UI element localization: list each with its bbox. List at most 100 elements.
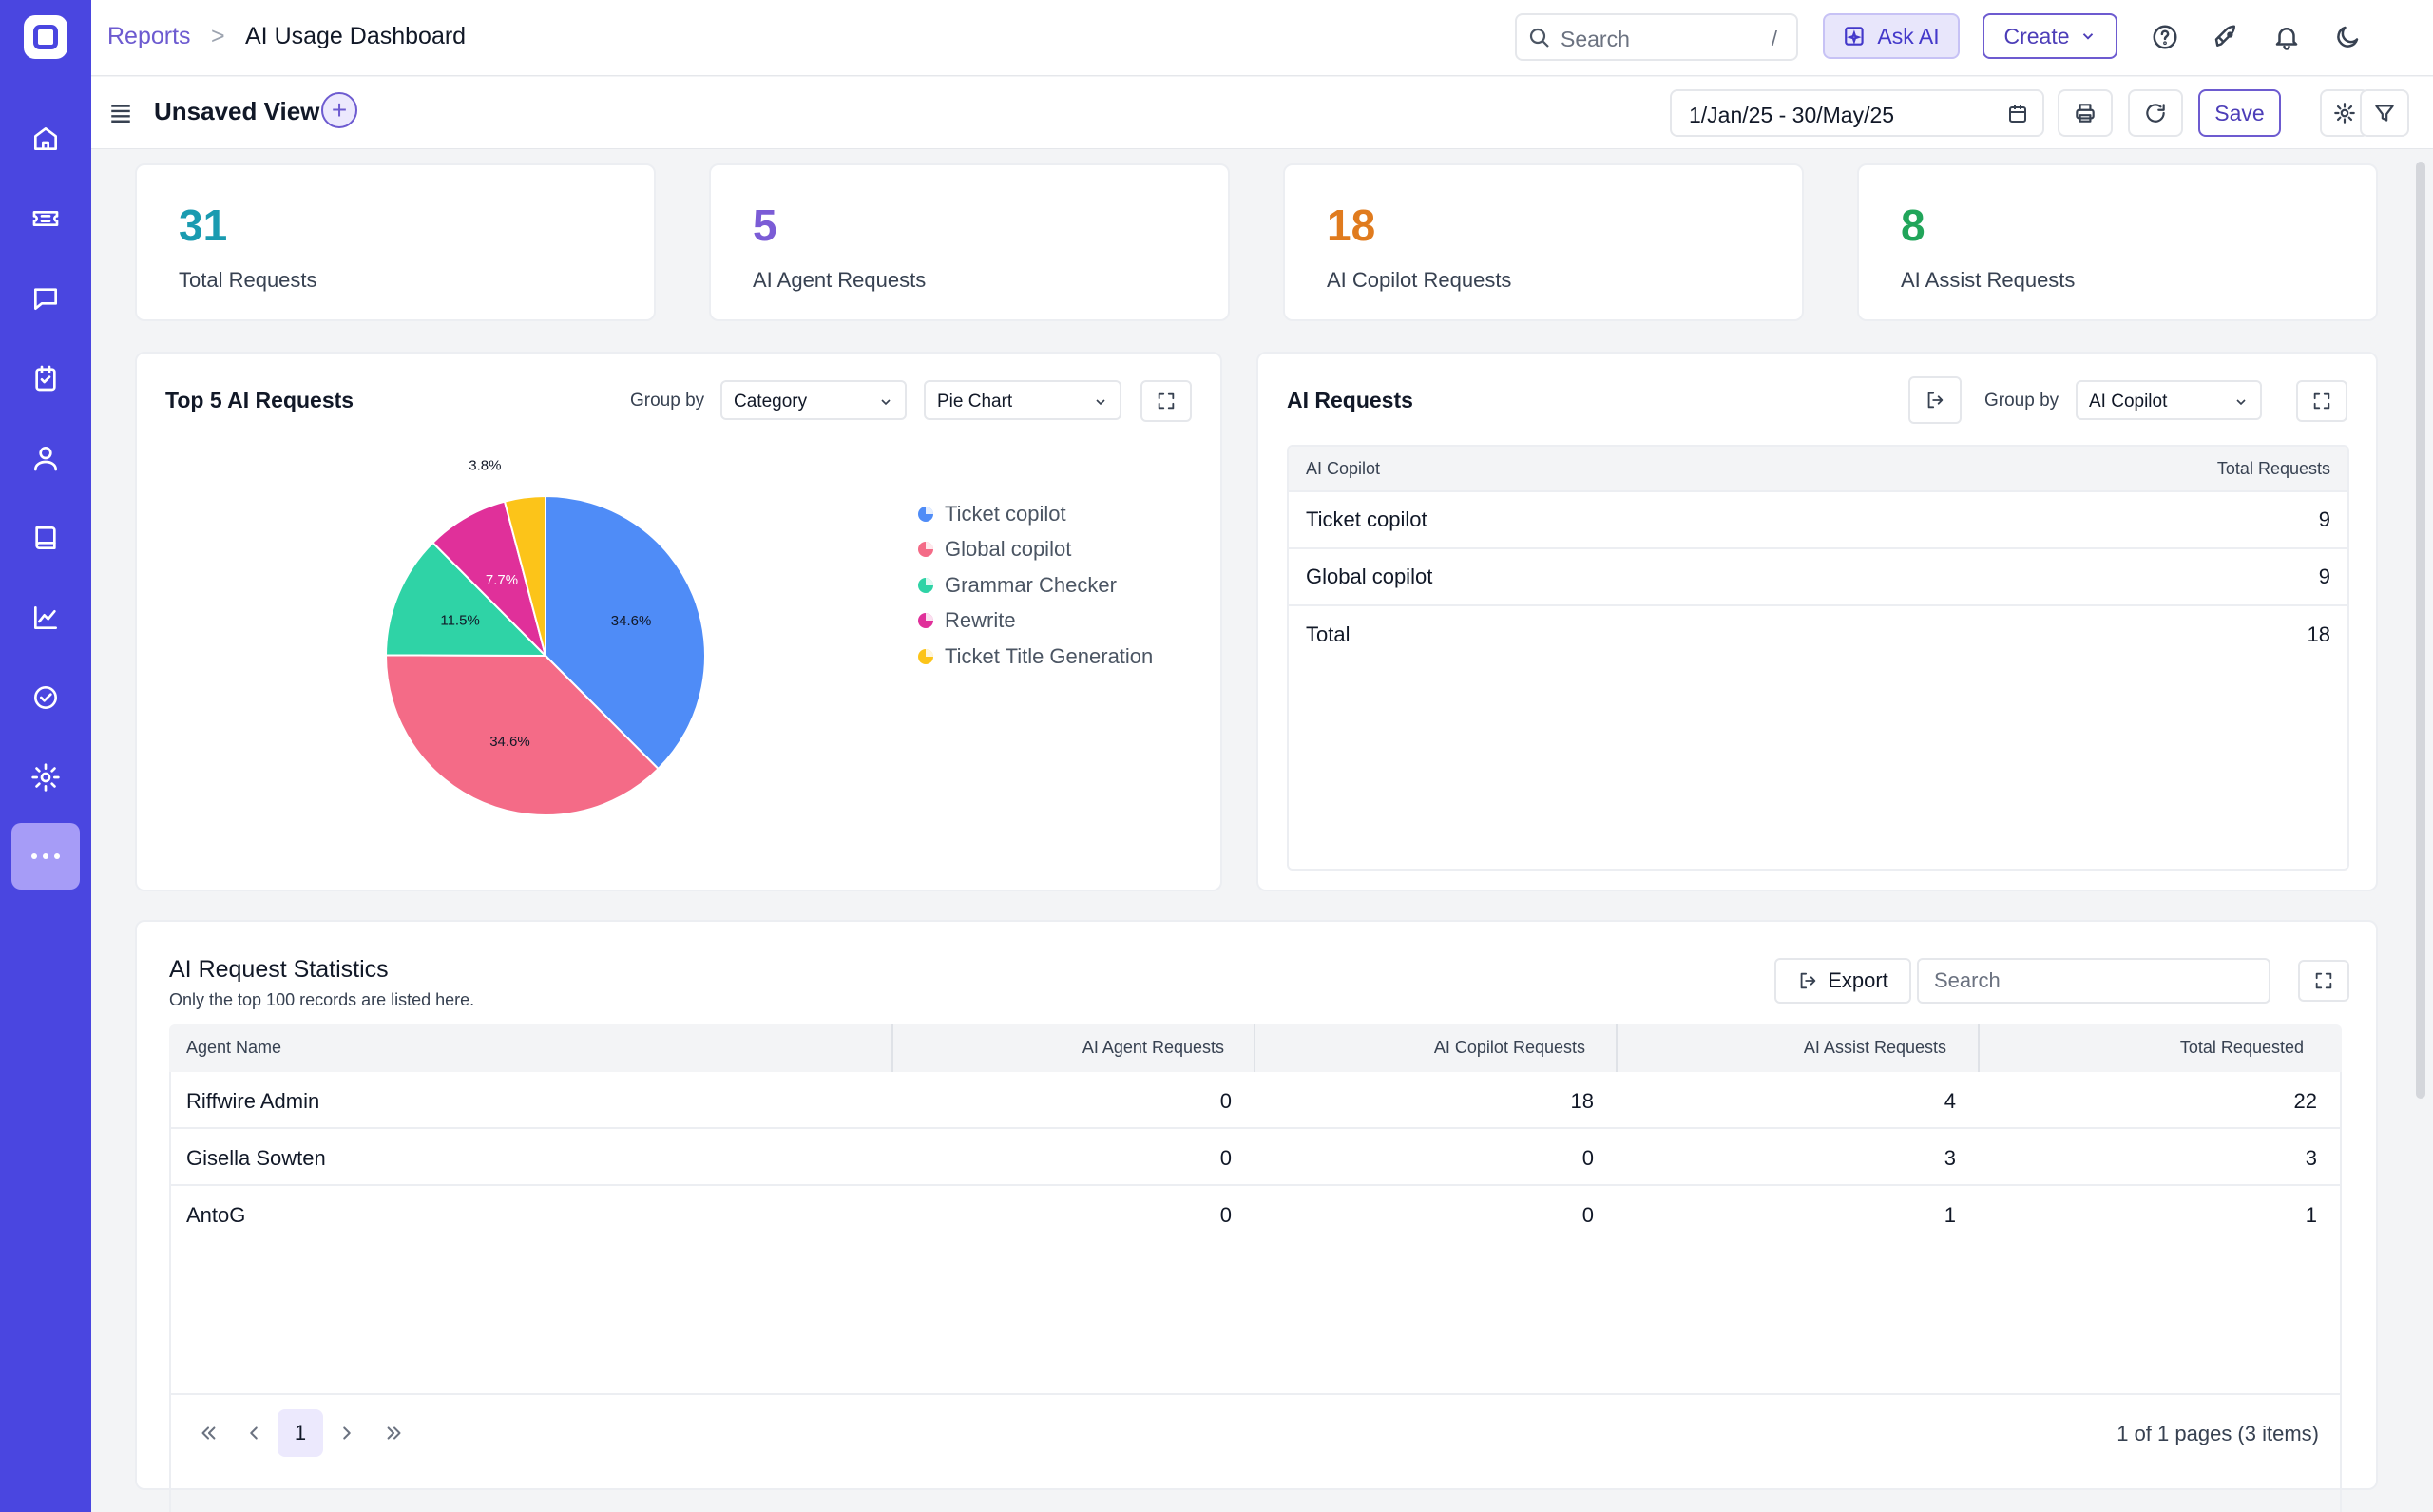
- printer-icon: [2076, 104, 2095, 123]
- ai-requests-table: AI Copilot Total Requests Ticket copilot…: [1287, 445, 2349, 871]
- more-menu-button[interactable]: [11, 823, 80, 890]
- global-search-input[interactable]: Search /: [1515, 13, 1798, 61]
- expand-statistics-button[interactable]: [2298, 960, 2349, 1002]
- legend-swatch-icon: [918, 506, 933, 522]
- kpi-value: 5: [753, 201, 777, 250]
- pie-slice-rewrite[interactable]: [431, 500, 547, 660]
- print-button[interactable]: [2058, 89, 2113, 137]
- kpi-value: 8: [1901, 201, 1925, 250]
- create-button[interactable]: Create: [1983, 13, 2117, 59]
- breadcrumb-separator: >: [211, 23, 225, 49]
- page-scrollbar[interactable]: [2416, 162, 2425, 1099]
- user-icon[interactable]: [23, 435, 68, 481]
- cell-ai-agent-requests: 0: [1219, 1089, 1232, 1113]
- previous-page-button[interactable]: [232, 1411, 276, 1455]
- help-icon[interactable]: [2147, 19, 2183, 55]
- export-ai-requests-button[interactable]: [1908, 376, 1962, 424]
- date-range-picker[interactable]: 1/Jan/25 - 30/May/25: [1670, 89, 2044, 137]
- ask-ai-button[interactable]: Ask AI: [1823, 13, 1960, 59]
- page-info: 1 of 1 pages (3 items): [2117, 1422, 2319, 1445]
- chart-type-value: Pie Chart: [937, 392, 1013, 411]
- check-circle-icon[interactable]: [23, 675, 68, 720]
- group-by-select[interactable]: Category: [720, 380, 907, 420]
- app-logo[interactable]: [24, 15, 67, 59]
- legend-item[interactable]: Global copilot: [918, 532, 1153, 568]
- hamburger-menu-icon[interactable]: [108, 100, 133, 124]
- breadcrumb-reports-link[interactable]: Reports: [107, 23, 191, 49]
- dark-mode-moon-icon[interactable]: [2329, 19, 2366, 55]
- legend-label: Grammar Checker: [945, 572, 1117, 597]
- ai-sparkle-icon: [1845, 27, 1865, 46]
- book-icon[interactable]: [23, 515, 68, 561]
- task-icon[interactable]: [23, 355, 68, 401]
- pie-slice-ticket-copilot[interactable]: [545, 494, 706, 771]
- column-header-ai-assist-requests[interactable]: AI Assist Requests: [1803, 1038, 1946, 1057]
- view-title: Unsaved View: [154, 97, 320, 125]
- column-header-ai-copilot-requests[interactable]: AI Copilot Requests: [1433, 1038, 1585, 1057]
- column-header-ai-agent-requests[interactable]: AI Agent Requests: [1082, 1038, 1224, 1057]
- group-by-label: Group by: [630, 391, 705, 411]
- expand-icon: [2315, 972, 2332, 989]
- group-by-value: AI Copilot: [2089, 392, 2168, 411]
- chart-legend: Ticket copilot Global copilot Grammar Chec…: [918, 496, 1153, 675]
- settings-icon[interactable]: [23, 755, 68, 800]
- filter-icon: [2375, 105, 2394, 122]
- cell-total-requested: 22: [2293, 1089, 2317, 1113]
- expand-chart-button[interactable]: [1140, 380, 1192, 422]
- first-page-button[interactable]: [186, 1411, 230, 1455]
- statistics-table-header: Agent Name AI Agent Requests AI Copilot …: [169, 1024, 2342, 1072]
- last-page-button[interactable]: [373, 1411, 416, 1455]
- pie-slice-grammar-checker[interactable]: [384, 541, 548, 658]
- panel-title: Top 5 AI Requests: [165, 388, 354, 412]
- double-chevron-right-icon: [387, 1426, 401, 1440]
- expand-table-button[interactable]: [2296, 380, 2347, 422]
- legend-item[interactable]: Rewrite: [918, 603, 1153, 640]
- chat-icon[interactable]: [23, 276, 68, 321]
- cell-ai-copilot-requests: 18: [1570, 1089, 1594, 1113]
- table-search-input[interactable]: [1917, 958, 2270, 1004]
- double-chevron-left-icon: [201, 1426, 216, 1440]
- refresh-button[interactable]: [2128, 89, 2183, 137]
- legend-item[interactable]: Grammar Checker: [918, 567, 1153, 603]
- export-button[interactable]: Export: [1774, 958, 1911, 1004]
- cell-agent-name: Gisella Sowten: [186, 1146, 326, 1170]
- legend-item[interactable]: Ticket Title Generation: [918, 639, 1153, 675]
- table-row: AntoG 0 0 1 1: [171, 1186, 2340, 1243]
- group-by-label: Group by: [1984, 391, 2059, 411]
- cell-ai-copilot-requests: 0: [1581, 1146, 1594, 1170]
- legend-label: Ticket copilot: [945, 501, 1066, 526]
- export-icon: [1927, 392, 1944, 409]
- save-button[interactable]: Save: [2198, 89, 2281, 137]
- kpi-value: 18: [1327, 201, 1376, 250]
- column-header-total-requested[interactable]: Total Requested: [2179, 1038, 2304, 1057]
- date-range-value: 1/Jan/25 - 30/May/25: [1689, 103, 1895, 127]
- chart-type-select[interactable]: Pie Chart: [924, 380, 1121, 420]
- table-row: Riffwire Admin 0 18 4 22: [171, 1072, 2340, 1129]
- cell-total: 9: [2318, 565, 2330, 588]
- next-page-button[interactable]: [325, 1411, 369, 1455]
- expand-icon: [1158, 392, 1175, 410]
- pie-slice-global-copilot[interactable]: [385, 654, 661, 816]
- ticket-icon[interactable]: [23, 196, 68, 241]
- legend-label: Rewrite: [945, 608, 1016, 633]
- chevron-left-icon: [250, 1426, 258, 1440]
- table-row: Ticket copilot 9: [1289, 492, 2347, 549]
- add-view-button[interactable]: +: [321, 92, 357, 128]
- group-by-select[interactable]: AI Copilot: [2076, 380, 2262, 420]
- filter-button[interactable]: [2360, 89, 2409, 137]
- column-header-agent-name[interactable]: Agent Name: [186, 1038, 282, 1057]
- legend-item[interactable]: Ticket copilot: [918, 496, 1153, 532]
- search-shortcut-hint: /: [1771, 27, 1777, 50]
- pagination: 1 1 of 1 pages (3 items): [171, 1393, 2340, 1469]
- search-icon: [1529, 28, 1549, 48]
- panel-title: AI Requests: [1287, 388, 1413, 412]
- current-page-button[interactable]: 1: [278, 1409, 323, 1457]
- rocket-icon[interactable]: [2208, 19, 2244, 55]
- notifications-bell-icon[interactable]: [2269, 19, 2305, 55]
- pie-slice-ticket-title-generation[interactable]: [503, 494, 546, 657]
- home-icon[interactable]: [23, 116, 68, 162]
- group-by-value: Category: [734, 392, 808, 411]
- table-row: Global copilot 9: [1289, 549, 2347, 606]
- column-header: Total Requests: [2216, 458, 2330, 478]
- reports-chart-icon[interactable]: [23, 595, 68, 641]
